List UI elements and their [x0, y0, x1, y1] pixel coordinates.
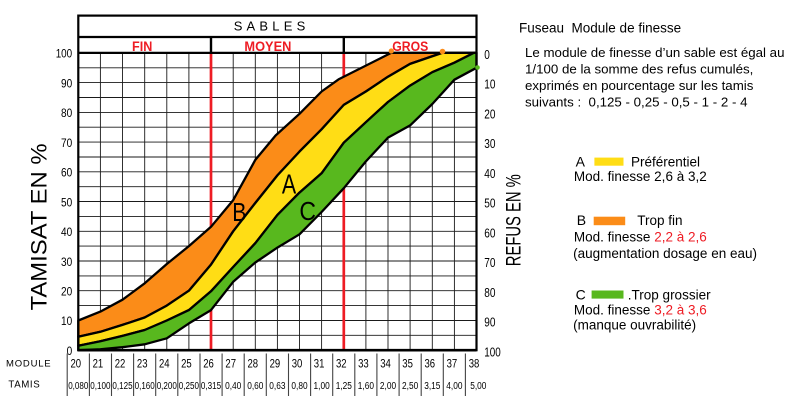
svg-text:36: 36 [425, 356, 436, 370]
svg-text:Le module de finesse d’un sabl: Le module de finesse d’un sable est égal… [525, 45, 784, 60]
svg-text:REFUS EN %: REFUS EN % [503, 174, 526, 266]
svg-text:A: A [282, 169, 297, 200]
svg-text:0,40: 0,40 [225, 381, 242, 392]
svg-text:B: B [577, 212, 586, 228]
svg-text:MOYEN: MOYEN [244, 39, 291, 54]
svg-text:5,00: 5,00 [470, 381, 487, 392]
svg-text:(augmentation dosage en eau): (augmentation dosage en eau) [573, 246, 757, 261]
svg-text:1,60: 1,60 [358, 381, 375, 392]
svg-text:60: 60 [61, 166, 72, 180]
svg-text:24: 24 [159, 356, 170, 370]
svg-text:0: 0 [484, 48, 490, 62]
svg-text:26: 26 [203, 356, 214, 370]
svg-text:TAMISAT EN %: TAMISAT EN % [27, 143, 52, 310]
svg-text:80: 80 [484, 286, 495, 300]
svg-text:25: 25 [181, 356, 192, 370]
svg-text:34: 34 [380, 356, 391, 370]
svg-text:37: 37 [447, 356, 458, 370]
svg-text:90: 90 [61, 76, 72, 90]
svg-text:0,160: 0,160 [135, 381, 156, 392]
svg-text:Mod. finesse 3,2 à 3,6: Mod. finesse 3,2 à 3,6 [574, 303, 707, 318]
svg-text:TAMIS: TAMIS [8, 379, 40, 390]
svg-text:C: C [576, 287, 586, 303]
svg-text:20: 20 [71, 356, 82, 370]
svg-text:38: 38 [469, 356, 480, 370]
svg-text:0,100: 0,100 [90, 381, 111, 392]
svg-text:70: 70 [484, 256, 495, 270]
svg-text:20: 20 [61, 285, 72, 299]
svg-text:0: 0 [67, 344, 73, 358]
svg-text:28: 28 [248, 356, 259, 370]
svg-text:100: 100 [484, 345, 501, 359]
svg-text:GROS: GROS [392, 39, 428, 54]
svg-text:FIN: FIN [132, 39, 152, 54]
svg-text:50: 50 [61, 195, 72, 209]
svg-text:0,60: 0,60 [247, 381, 264, 392]
svg-text:10: 10 [484, 78, 495, 92]
svg-text:23: 23 [137, 356, 148, 370]
svg-text:0,250: 0,250 [179, 381, 200, 392]
svg-text:(manque ouvrabilité): (manque ouvrabilité) [573, 318, 696, 333]
svg-text:30: 30 [61, 255, 72, 269]
svg-text:80: 80 [61, 106, 72, 120]
svg-text:4,00: 4,00 [446, 381, 463, 392]
svg-text:0,80: 0,80 [291, 381, 308, 392]
svg-text:C: C [299, 198, 316, 226]
svg-text:33: 33 [358, 356, 369, 370]
svg-text:A: A [576, 154, 586, 170]
svg-text:3,15: 3,15 [424, 381, 441, 392]
svg-text:20: 20 [484, 108, 495, 122]
svg-text:50: 50 [484, 197, 495, 211]
svg-text:22: 22 [115, 356, 126, 370]
svg-text:2,00: 2,00 [380, 381, 397, 392]
svg-text:B: B [232, 197, 246, 227]
svg-text:Préférentiel: Préférentiel [631, 155, 700, 170]
svg-text:35: 35 [402, 356, 413, 370]
svg-text:27: 27 [225, 356, 236, 370]
svg-text:21: 21 [93, 356, 104, 370]
svg-text:1,00: 1,00 [314, 381, 331, 392]
svg-text:30: 30 [292, 356, 303, 370]
svg-text:30: 30 [484, 137, 495, 151]
svg-text:.Trop grossier: .Trop grossier [628, 288, 711, 303]
svg-text:MODULE: MODULE [6, 359, 51, 370]
svg-text:0,125: 0,125 [112, 381, 133, 392]
svg-text:0,63: 0,63 [269, 381, 286, 392]
svg-text:90: 90 [484, 316, 495, 330]
svg-text:Fuseau Module de finesse: Fuseau Module de finesse [519, 21, 681, 36]
svg-text:0,200: 0,200 [157, 381, 178, 392]
svg-text:suivants : 0,125 - 0,25 - 0,5: suivants : 0,125 - 0,25 - 0,5 - 1 - 2 - … [525, 95, 747, 110]
svg-text:0,080: 0,080 [68, 381, 89, 392]
svg-text:31: 31 [314, 356, 325, 370]
svg-text:32: 32 [336, 356, 347, 370]
svg-text:70: 70 [61, 136, 72, 150]
svg-text:Mod. finesse 2,6 à 3,2: Mod. finesse 2,6 à 3,2 [574, 169, 707, 184]
svg-text:40: 40 [61, 225, 72, 239]
svg-text:29: 29 [270, 356, 281, 370]
svg-text:Trop fin: Trop fin [637, 213, 682, 228]
svg-text:60: 60 [484, 226, 495, 240]
svg-text:SABLES: SABLES [234, 18, 310, 33]
svg-text:exprimés en pourcentage sur le: exprimés en pourcentage sur les tamis [525, 78, 754, 93]
svg-text:10: 10 [61, 314, 72, 328]
svg-text:1/100 de la somme des refus cu: 1/100 de la somme des refus cumulés, [525, 62, 753, 77]
svg-text:40: 40 [484, 167, 495, 181]
svg-text:100: 100 [56, 47, 73, 61]
svg-text:0,315: 0,315 [201, 381, 222, 392]
svg-text:Mod. finesse 2,2 à 2,6: Mod. finesse 2,2 à 2,6 [574, 230, 707, 245]
svg-text:2,50: 2,50 [402, 381, 419, 392]
svg-text:1,25: 1,25 [336, 381, 353, 392]
